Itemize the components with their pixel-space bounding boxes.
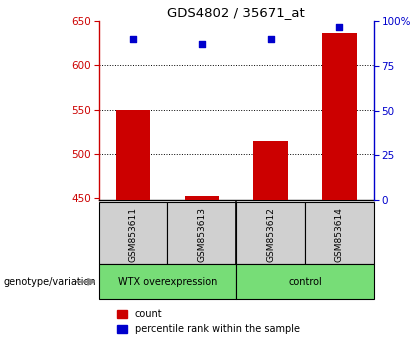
Bar [185,196,219,200]
Bar [236,202,305,264]
Bar [99,202,168,264]
Bar [322,33,357,200]
Text: WTX overexpression: WTX overexpression [118,277,217,287]
Point [130,36,136,42]
Bar [253,141,288,200]
Legend: count, percentile rank within the sample: count, percentile rank within the sample [117,309,300,334]
Text: genotype/variation: genotype/variation [3,277,96,287]
Bar [168,202,236,264]
Text: control: control [288,277,322,287]
Bar [305,202,374,264]
Text: GSM853611: GSM853611 [129,207,138,262]
Text: GSM853613: GSM853613 [197,207,206,262]
Title: GDS4802 / 35671_at: GDS4802 / 35671_at [168,6,305,19]
Point [336,24,343,29]
Text: GSM853612: GSM853612 [266,207,275,262]
Text: GSM853614: GSM853614 [335,207,344,262]
Point [267,36,274,42]
Bar [99,264,236,299]
Bar [116,110,150,200]
Point [199,42,205,47]
Bar [236,264,374,299]
